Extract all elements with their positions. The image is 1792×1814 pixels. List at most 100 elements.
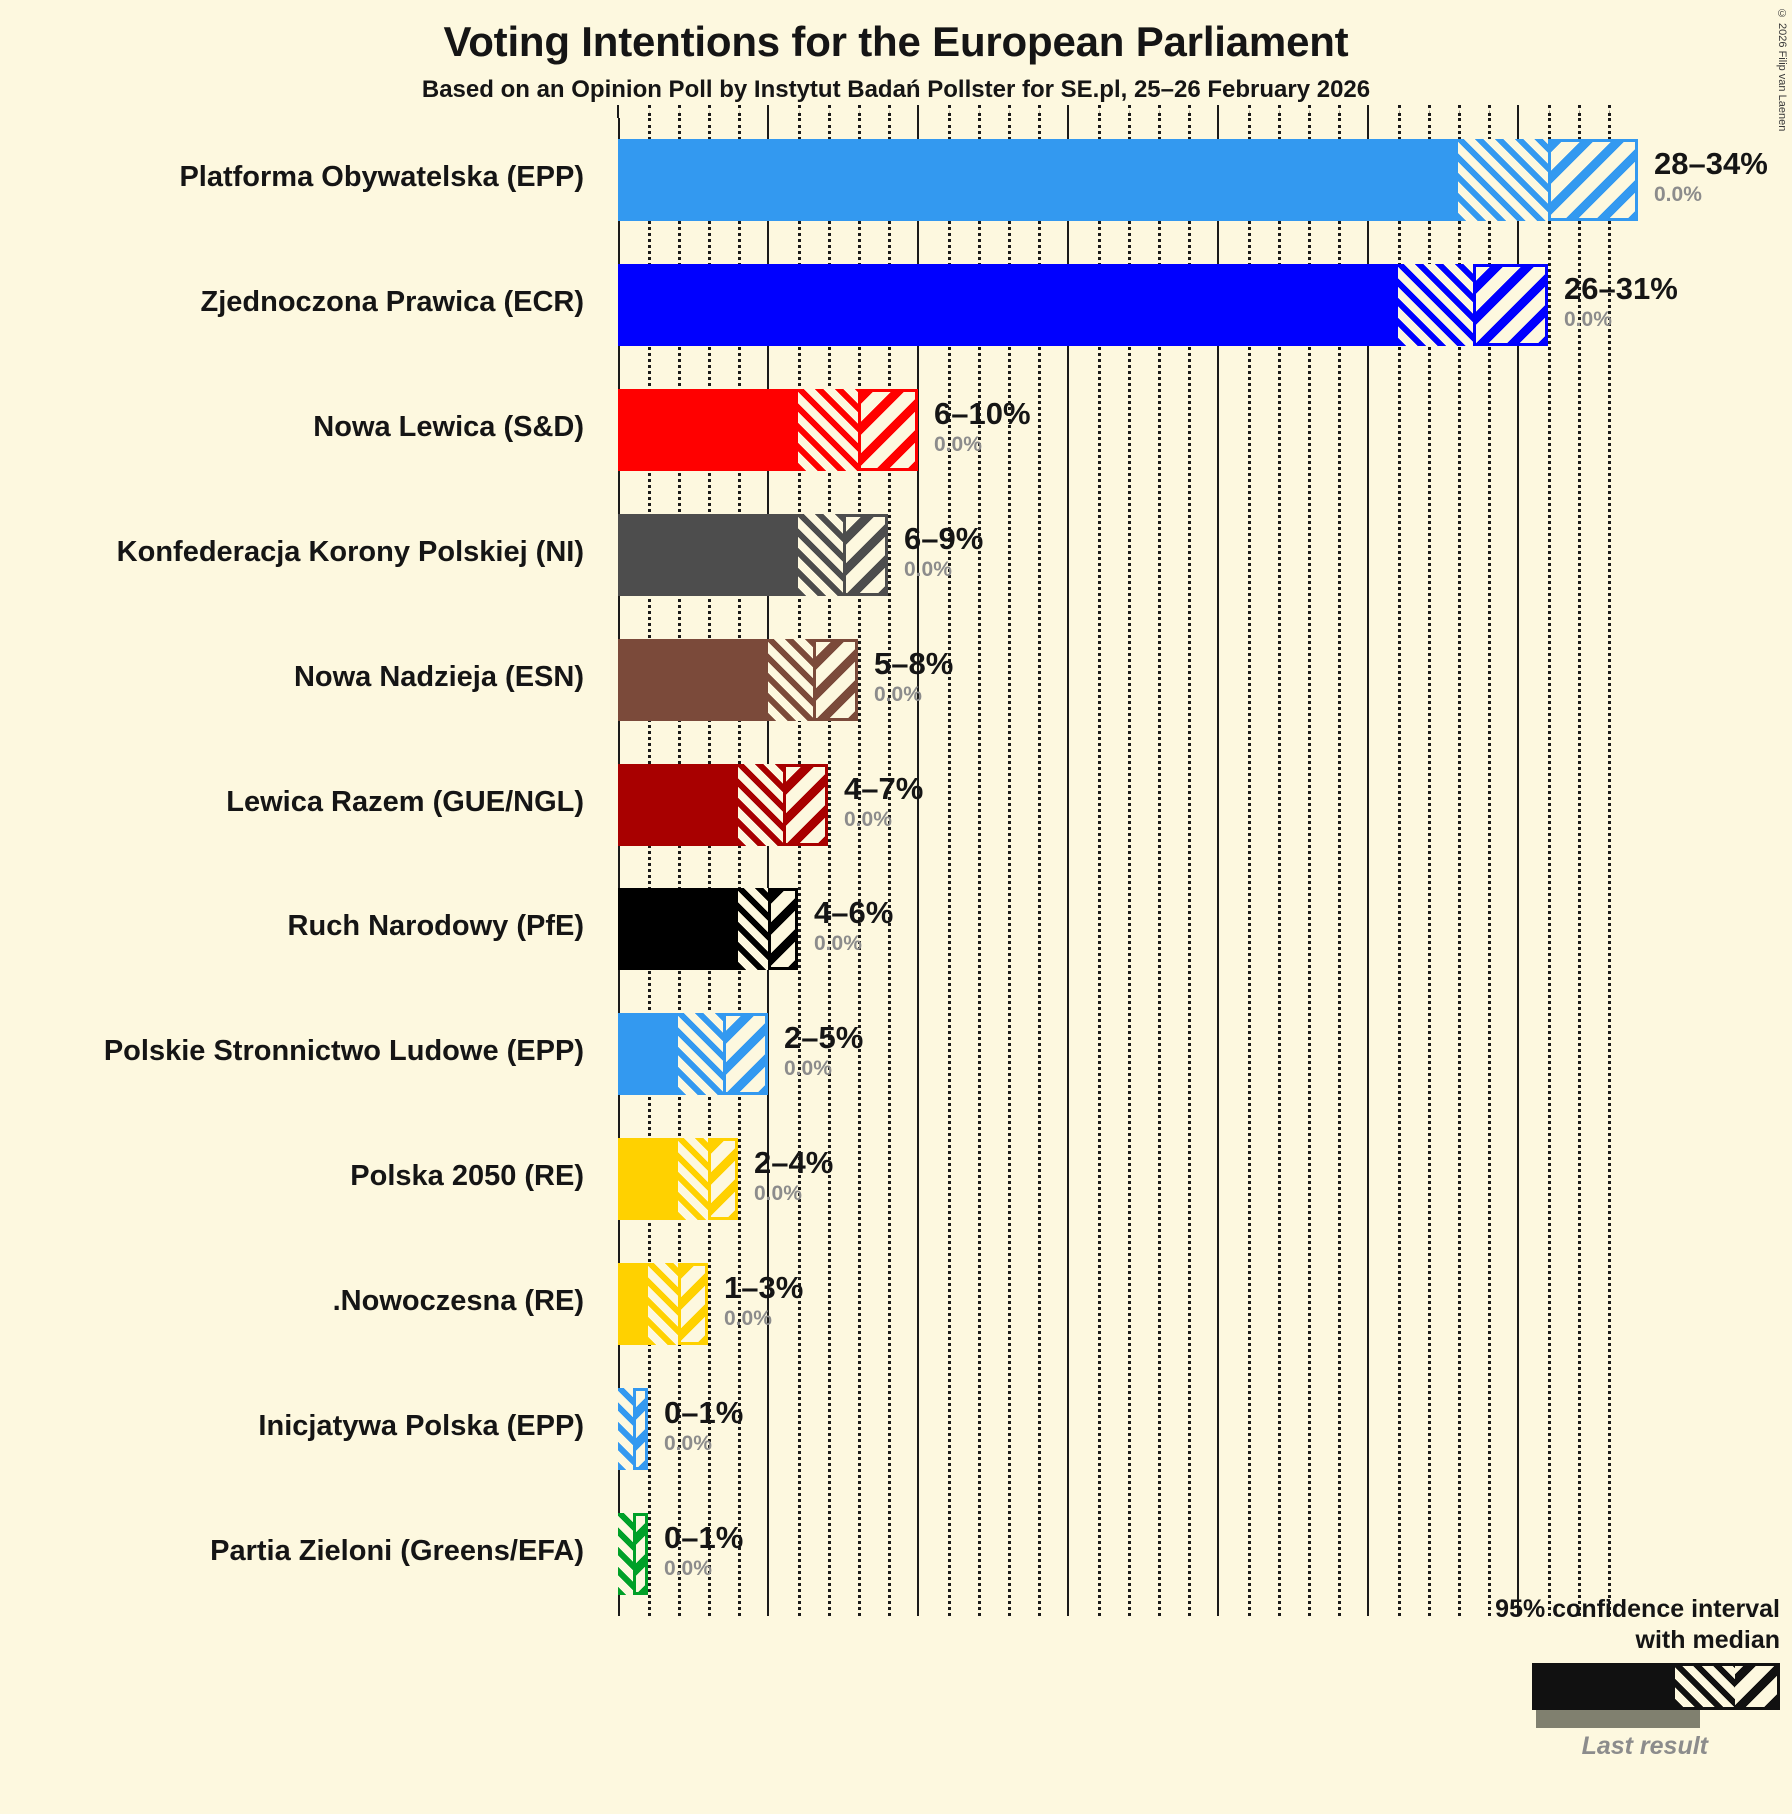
confidence-interval-bar xyxy=(618,1138,738,1221)
confidence-interval-bar xyxy=(618,638,858,721)
axis-tick xyxy=(648,105,651,116)
axis-tick xyxy=(1458,105,1461,116)
bar-row[interactable]: 0–1% 0.0% xyxy=(618,1366,1632,1491)
bar-range-value: 4–7% xyxy=(844,770,924,806)
confidence-interval-bar xyxy=(618,513,888,596)
axis-tick xyxy=(1367,105,1369,118)
bar-value-label: 6–10% 0.0% xyxy=(934,398,1031,455)
bar-segment-lower-bound xyxy=(618,389,798,472)
bar-row[interactable]: 0–1% 0.0% xyxy=(618,1491,1632,1616)
bar-range-value: 26–31% xyxy=(1564,271,1678,307)
bar-value-label: 2–5% 0.0% xyxy=(784,1022,863,1079)
axis-tick xyxy=(1517,105,1519,118)
axis-tick xyxy=(1158,105,1161,116)
bar-value-label: 4–7% 0.0% xyxy=(844,773,923,830)
bar-range-value: 0–1% xyxy=(664,1394,744,1430)
bar-last-result-value: 0.0% xyxy=(784,1057,832,1081)
axis-tick xyxy=(888,105,891,116)
bar-row[interactable]: 1–3% 0.0% xyxy=(618,1242,1632,1367)
bar-segment-lower-bound xyxy=(618,139,1458,222)
bar-last-result-value: 0.0% xyxy=(724,1306,772,1330)
party-name-label: Platforma Obywatelska (EPP) xyxy=(179,161,584,194)
party-name-label: Inicjatywa Polska (EPP) xyxy=(258,1409,584,1442)
axis-tick xyxy=(767,105,769,118)
bar-segment-upper-bound xyxy=(1548,139,1638,222)
bar-segment-to-median xyxy=(768,638,813,721)
bar-value-label: 0–1% 0.0% xyxy=(664,1397,743,1454)
bar-range-value: 6–10% xyxy=(934,396,1031,432)
copyright-notice: © 2026 Filip van Laenen xyxy=(1776,8,1788,132)
axis-tick xyxy=(1038,105,1041,116)
bar-segment-lower-bound xyxy=(618,1138,678,1221)
axis-tick xyxy=(828,105,831,116)
legend-segment-lower-bound xyxy=(1535,1666,1675,1707)
axis-tick xyxy=(1578,105,1581,116)
bar-last-result-value: 0.0% xyxy=(1564,308,1612,332)
bar-segment-lower-bound xyxy=(618,264,1398,347)
bar-row[interactable]: 2–5% 0.0% xyxy=(618,992,1632,1117)
bar-last-result-value: 0.0% xyxy=(934,433,982,457)
bar-row[interactable]: 6–10% 0.0% xyxy=(618,368,1632,493)
bar-last-result-value: 0.0% xyxy=(664,1556,712,1580)
bar-row[interactable]: 28–34% 0.0% xyxy=(618,118,1768,243)
party-name-label: Nowa Lewica (S&D) xyxy=(313,411,584,444)
chart-subtitle: Based on an Opinion Poll by Instytut Bad… xyxy=(421,76,1371,103)
bar-value-label: 28–34% 0.0% xyxy=(1654,148,1768,205)
legend-last-result-label: Last result xyxy=(1581,1732,1708,1760)
bar-value-label: 2–4% 0.0% xyxy=(754,1147,833,1204)
axis-tick xyxy=(678,105,681,116)
legend: 95% confidence interval with median Last… xyxy=(1300,1594,1780,1761)
bar-segment-to-median xyxy=(1398,264,1473,347)
party-name-label: Zjednoczona Prawica (ECR) xyxy=(200,286,584,319)
bar-last-result-value: 0.0% xyxy=(1654,183,1702,207)
bar-segment-lower-bound xyxy=(618,638,768,721)
bar-row[interactable]: 2–4% 0.0% xyxy=(618,1117,1632,1242)
party-name-label: Partia Zieloni (Greens/EFA) xyxy=(210,1534,584,1567)
y-axis-line xyxy=(618,118,620,1616)
axis-tick xyxy=(948,105,951,116)
bar-segment-upper-bound xyxy=(1473,264,1548,347)
axis-tick xyxy=(738,105,741,116)
bar-segment-upper-bound xyxy=(678,1262,708,1345)
bar-segment-upper-bound xyxy=(813,638,858,721)
axis-tick xyxy=(858,105,861,116)
bar-row[interactable]: 4–6% 0.0% xyxy=(618,867,1632,992)
axis-tick xyxy=(1608,105,1611,116)
bar-segment-lower-bound xyxy=(618,1262,648,1345)
bar-segment-upper-bound xyxy=(633,1387,648,1470)
bar-segment-upper-bound xyxy=(708,1138,738,1221)
confidence-interval-bar xyxy=(618,1512,648,1595)
confidence-interval-bar xyxy=(618,888,798,971)
bar-segment-to-median xyxy=(678,1013,723,1096)
axis-tick xyxy=(1008,105,1011,116)
axis-tick xyxy=(1548,105,1551,116)
axis-tick xyxy=(798,105,801,116)
axis-tick xyxy=(1248,105,1251,116)
bar-segment-lower-bound xyxy=(618,1013,678,1096)
bar-value-label: 5–8% 0.0% xyxy=(874,648,953,705)
axis-tick xyxy=(978,105,981,116)
bar-row[interactable]: 6–9% 0.0% xyxy=(618,493,1632,618)
confidence-interval-bar xyxy=(618,1262,708,1345)
confidence-interval-bar xyxy=(618,389,918,472)
party-name-label: Polskie Stronnictwo Ludowe (EPP) xyxy=(103,1035,584,1068)
bar-value-label: 6–9% 0.0% xyxy=(904,523,983,580)
axis-tick xyxy=(617,105,619,118)
bar-row[interactable]: 5–8% 0.0% xyxy=(618,617,1632,742)
bar-last-result-value: 0.0% xyxy=(814,932,862,956)
bar-segment-lower-bound xyxy=(618,763,738,846)
bar-segment-upper-bound xyxy=(783,763,828,846)
axis-tick xyxy=(1278,105,1281,116)
bar-last-result-value: 0.0% xyxy=(754,1182,802,1206)
axis-tick xyxy=(1188,105,1191,116)
axis-tick xyxy=(1098,105,1101,116)
confidence-interval-bar xyxy=(618,1013,768,1096)
bar-value-label: 1–3% 0.0% xyxy=(724,1272,803,1329)
bar-value-label: 0–1% 0.0% xyxy=(664,1522,743,1579)
bar-row[interactable]: 4–7% 0.0% xyxy=(618,742,1632,867)
axis-tick xyxy=(1217,105,1219,118)
bar-segment-to-median xyxy=(1458,139,1548,222)
bar-last-result-value: 0.0% xyxy=(664,1431,712,1455)
bar-row[interactable]: 26–31% 0.0% xyxy=(618,243,1678,368)
party-name-label: Ruch Narodowy (PfE) xyxy=(287,910,584,943)
